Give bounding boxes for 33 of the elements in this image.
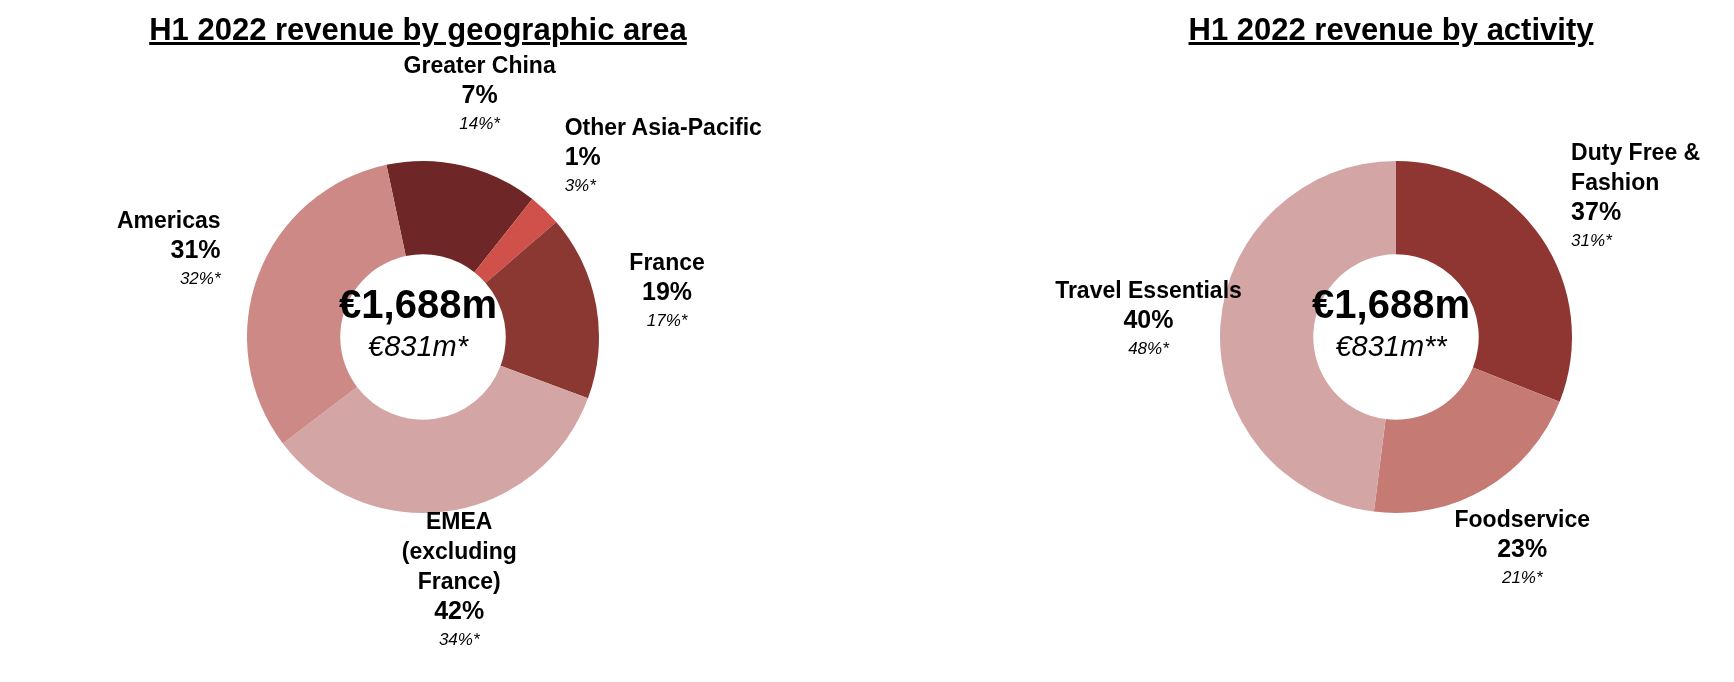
text: €1,688m	[338, 281, 498, 328]
slice-label: Duty Free & Fashion	[1571, 138, 1701, 195]
donut-slice	[386, 161, 533, 273]
slice-label: Travel Essentials	[1055, 277, 1242, 304]
text: 7%	[461, 79, 498, 108]
data-label: 3%*	[564, 176, 598, 195]
text: 40%	[1123, 305, 1174, 334]
donut-slice	[474, 199, 557, 283]
data-label: 32%*	[179, 268, 222, 288]
text: 23%	[1497, 534, 1548, 563]
slice-label: France	[629, 249, 705, 276]
data-label: 31%*	[1571, 230, 1614, 250]
slice-label: EMEA (excluding France)	[401, 508, 517, 595]
text: 19%	[642, 277, 693, 306]
text: 37%	[1571, 196, 1622, 225]
slice-label: Americas	[116, 206, 221, 233]
data-label: 14%*	[459, 113, 502, 133]
data-label: 48%*	[1128, 339, 1171, 359]
text: 42%	[434, 596, 485, 625]
text: €1,688m	[1311, 281, 1471, 328]
slice-label: Foodservice	[1454, 506, 1590, 533]
text: €831m*	[367, 329, 470, 364]
text: €831m**	[1334, 329, 1448, 364]
chart-title: H1 2022 revenue by activity	[1188, 12, 1594, 47]
donut-slice	[282, 365, 588, 513]
chart-title: H1 2022 revenue by geographic area	[149, 12, 687, 47]
data-label: 17%*	[646, 311, 689, 331]
text: 31%	[170, 234, 221, 263]
slice-label: Other Asia-Pacific	[564, 114, 763, 140]
text: 1%	[564, 142, 601, 170]
data-label: 34%*	[438, 630, 481, 650]
slice-label: Greater China	[403, 51, 556, 78]
data-label: 21%*	[1500, 568, 1544, 588]
